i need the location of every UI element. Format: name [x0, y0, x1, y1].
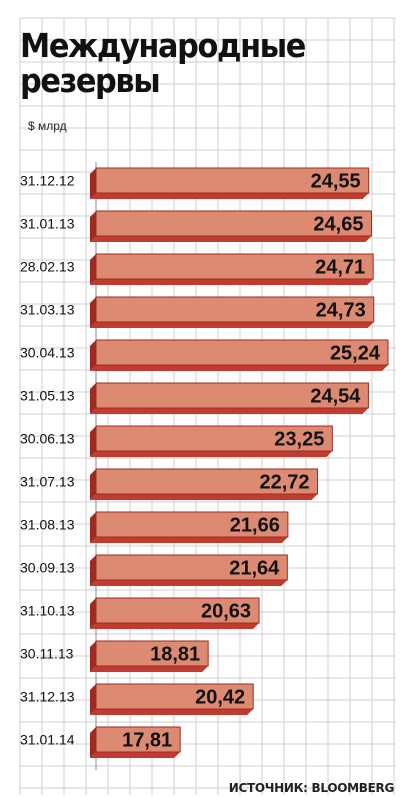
- bar-group: 30.04.13 25,24: [20, 339, 389, 371]
- bar: [95, 382, 369, 409]
- bar-bottom-face: [90, 451, 333, 457]
- bar-left-face: [90, 598, 96, 629]
- bar-group: 31.07.13 22,72: [20, 468, 319, 500]
- bar-group: 31.12.12 24,55: [20, 167, 370, 199]
- bar-bottom-face: [90, 365, 388, 371]
- category-label: 31.03.13: [20, 302, 75, 318]
- bar-group: 30.06.13 23,25: [20, 425, 333, 457]
- bar: [95, 425, 333, 452]
- category-label: 31.10.13: [20, 603, 75, 619]
- category-label: 31.01.14: [20, 732, 75, 748]
- bar-left-face: [90, 727, 96, 758]
- bar-group: 30.11.13 18,81: [20, 640, 209, 672]
- category-label: 31.12.13: [20, 689, 75, 705]
- bar-left-face: [90, 211, 96, 242]
- value-label: 24,71: [315, 257, 365, 279]
- bar-left-face: [90, 168, 96, 199]
- bar-left-face: [90, 684, 96, 715]
- bar-bottom-face: [90, 580, 288, 586]
- bar-bottom-face: [90, 322, 374, 328]
- bar: [95, 210, 372, 237]
- bar-left-face: [90, 469, 96, 500]
- bar: [95, 726, 181, 753]
- bar: [95, 253, 374, 280]
- bar-group: 30.09.13 21,64: [20, 554, 288, 586]
- bar-group: 31.08.13 21,66: [20, 511, 289, 543]
- value-label: 22,72: [259, 472, 309, 494]
- bar: [95, 167, 370, 194]
- bar: [95, 468, 319, 495]
- bar: [95, 554, 288, 581]
- value-label: 23,25: [274, 429, 324, 451]
- value-label: 20,63: [201, 601, 251, 623]
- bar-bottom-face: [90, 709, 254, 715]
- bar-left-face: [90, 297, 96, 328]
- category-label: 31.08.13: [20, 517, 75, 533]
- value-label: 20,42: [195, 687, 245, 709]
- bar: [95, 640, 209, 667]
- units-label: $ млрд: [28, 119, 67, 133]
- bar-bottom-face: [90, 752, 181, 758]
- category-label: 28.02.13: [20, 259, 75, 275]
- bar-bottom-face: [90, 408, 369, 414]
- bar-left-face: [90, 254, 96, 285]
- value-label: 25,24: [330, 343, 381, 365]
- bar: [95, 597, 260, 624]
- bar: [95, 339, 389, 366]
- category-label: 31.01.13: [20, 216, 75, 232]
- bar-left-face: [90, 555, 96, 586]
- bar-group: 28.02.13 24,71: [20, 253, 374, 285]
- bar-group: 31.10.13 20,63: [20, 597, 260, 629]
- bar-bottom-face: [90, 193, 369, 199]
- bar-group: 31.01.14 17,81: [20, 726, 181, 758]
- bar: [95, 296, 375, 323]
- category-label: 30.09.13: [20, 560, 75, 576]
- chart-title: Международные резервы: [20, 26, 306, 100]
- bar-left-face: [90, 340, 96, 371]
- bar-group: 31.01.13 24,65: [20, 210, 372, 242]
- bar-bottom-face: [90, 494, 318, 500]
- bar-bottom-face: [90, 666, 209, 672]
- bar-bottom-face: [90, 236, 372, 242]
- bar-left-face: [90, 641, 96, 672]
- value-label: 24,65: [313, 214, 363, 236]
- category-label: 30.06.13: [20, 431, 75, 447]
- value-label: 24,55: [311, 171, 361, 193]
- value-label: 17,81: [122, 730, 172, 752]
- bar-left-face: [90, 426, 96, 457]
- chart-title-line1: Международные: [20, 26, 306, 65]
- bar-left-face: [90, 512, 96, 543]
- bar-group: 31.12.13 20,42: [20, 683, 254, 715]
- bar: [95, 511, 289, 538]
- bar: [95, 683, 254, 710]
- value-label: 24,54: [310, 386, 361, 408]
- category-label: 31.05.13: [20, 388, 75, 404]
- bar-left-face: [90, 383, 96, 414]
- bar-group: 31.03.13 24,73: [20, 296, 375, 328]
- value-label: 21,64: [229, 558, 280, 580]
- bar-group: 31.05.13 24,54: [20, 382, 369, 414]
- category-label: 30.11.13: [20, 646, 74, 662]
- category-label: 30.04.13: [20, 345, 75, 361]
- value-label: 24,73: [316, 300, 366, 322]
- value-label: 18,81: [150, 644, 200, 666]
- category-label: 31.07.13: [20, 474, 75, 490]
- source-label: ИСТОЧНИК: BLOOMBERG: [228, 781, 395, 795]
- category-label: 31.12.12: [20, 173, 75, 189]
- bar-bottom-face: [90, 537, 288, 543]
- bar-bottom-face: [90, 623, 260, 629]
- bar-bottom-face: [90, 279, 374, 285]
- value-label: 21,66: [230, 515, 280, 537]
- chart-title-line2: резервы: [20, 61, 161, 100]
